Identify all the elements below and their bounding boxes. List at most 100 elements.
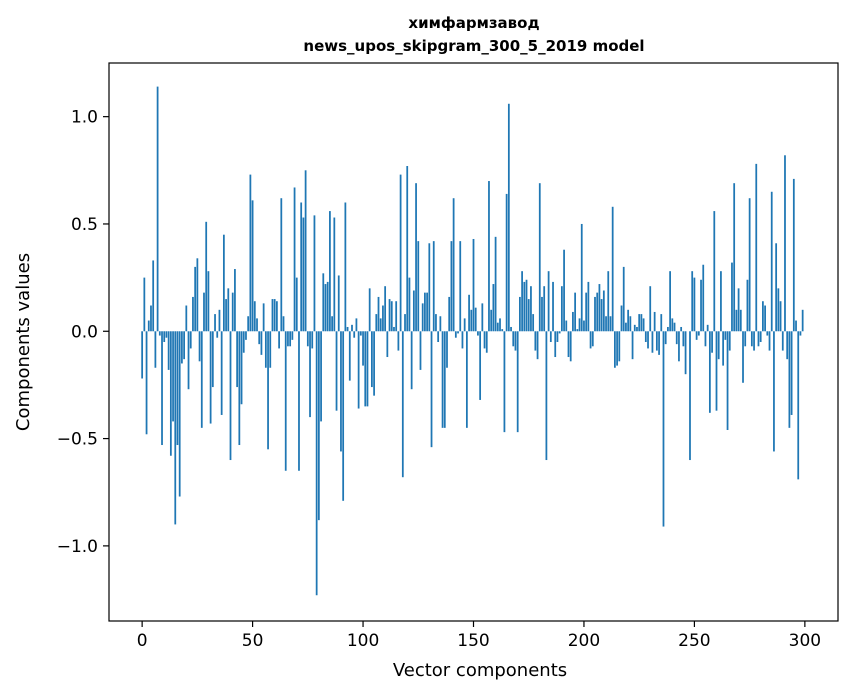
bar xyxy=(225,299,227,332)
bar xyxy=(351,324,353,332)
bar xyxy=(587,281,590,332)
bar xyxy=(706,324,709,332)
bar xyxy=(746,279,749,332)
bar xyxy=(172,331,174,422)
bar xyxy=(735,309,738,332)
bar xyxy=(724,331,727,340)
bar xyxy=(633,324,636,332)
bar xyxy=(759,331,762,342)
bar xyxy=(770,191,773,332)
bar xyxy=(313,215,316,332)
bar xyxy=(267,331,269,450)
bar xyxy=(181,331,183,364)
bar xyxy=(585,292,588,332)
bar xyxy=(773,331,775,452)
bar xyxy=(216,331,219,338)
bar xyxy=(485,331,488,353)
bar xyxy=(695,331,698,340)
bar xyxy=(627,309,630,332)
bar xyxy=(481,303,484,332)
bar xyxy=(141,331,144,379)
bar xyxy=(647,331,649,349)
bar xyxy=(496,322,499,332)
bar xyxy=(638,314,641,332)
bar xyxy=(717,331,720,360)
bar xyxy=(609,316,612,332)
y-tick-label: 1.0 xyxy=(71,108,98,128)
bar xyxy=(302,217,305,332)
bar xyxy=(342,331,345,501)
bar xyxy=(143,277,146,332)
bar xyxy=(324,284,327,332)
bar xyxy=(408,277,411,332)
bar xyxy=(165,331,168,338)
bar xyxy=(194,266,197,332)
bar xyxy=(337,275,340,332)
bar xyxy=(167,331,170,370)
bar xyxy=(424,292,426,332)
bar xyxy=(613,331,616,368)
bar xyxy=(477,331,479,336)
bar xyxy=(284,331,287,471)
bar xyxy=(412,290,415,332)
bar xyxy=(768,331,771,351)
bar xyxy=(205,221,208,332)
bar xyxy=(287,331,289,347)
bar xyxy=(245,331,247,340)
bar xyxy=(463,318,466,332)
bar xyxy=(322,273,325,332)
bar xyxy=(156,86,159,332)
bar xyxy=(689,331,691,461)
bar xyxy=(459,241,462,332)
bar xyxy=(702,264,705,332)
bar xyxy=(538,183,541,332)
bar xyxy=(472,238,475,332)
bar xyxy=(415,183,417,332)
bar xyxy=(711,331,713,353)
bar xyxy=(801,309,804,332)
bar xyxy=(788,331,791,428)
bar xyxy=(589,331,592,349)
bar xyxy=(203,292,205,332)
bar xyxy=(600,299,603,332)
bar xyxy=(432,241,435,332)
bar xyxy=(494,236,497,332)
bar xyxy=(543,286,546,332)
bar xyxy=(373,331,375,396)
bar xyxy=(602,290,605,332)
bar xyxy=(200,331,203,428)
bar xyxy=(490,309,493,332)
bar xyxy=(790,331,793,415)
bar xyxy=(209,331,212,424)
bar xyxy=(552,281,554,332)
bar xyxy=(596,292,599,332)
bar xyxy=(450,241,453,332)
bar xyxy=(238,331,241,446)
bar xyxy=(344,202,347,332)
x-tick-label: 0 xyxy=(137,631,148,651)
bar xyxy=(655,331,658,351)
bar xyxy=(359,331,362,336)
bar xyxy=(554,331,557,358)
bar xyxy=(218,309,221,332)
bar xyxy=(488,181,490,332)
bar xyxy=(273,299,276,332)
bar xyxy=(329,211,331,332)
bar xyxy=(262,303,265,332)
bar xyxy=(640,314,643,332)
bar xyxy=(492,284,495,332)
bar xyxy=(578,318,581,332)
bar xyxy=(346,326,349,332)
bar xyxy=(733,183,736,332)
bar xyxy=(247,316,250,332)
x-tick-label: 200 xyxy=(568,631,600,651)
bar xyxy=(678,331,680,362)
bar xyxy=(306,331,309,347)
bar xyxy=(234,269,236,332)
bar xyxy=(700,279,702,332)
bar xyxy=(784,155,786,332)
bar xyxy=(386,331,389,358)
bar xyxy=(443,331,446,428)
bar xyxy=(744,331,747,347)
